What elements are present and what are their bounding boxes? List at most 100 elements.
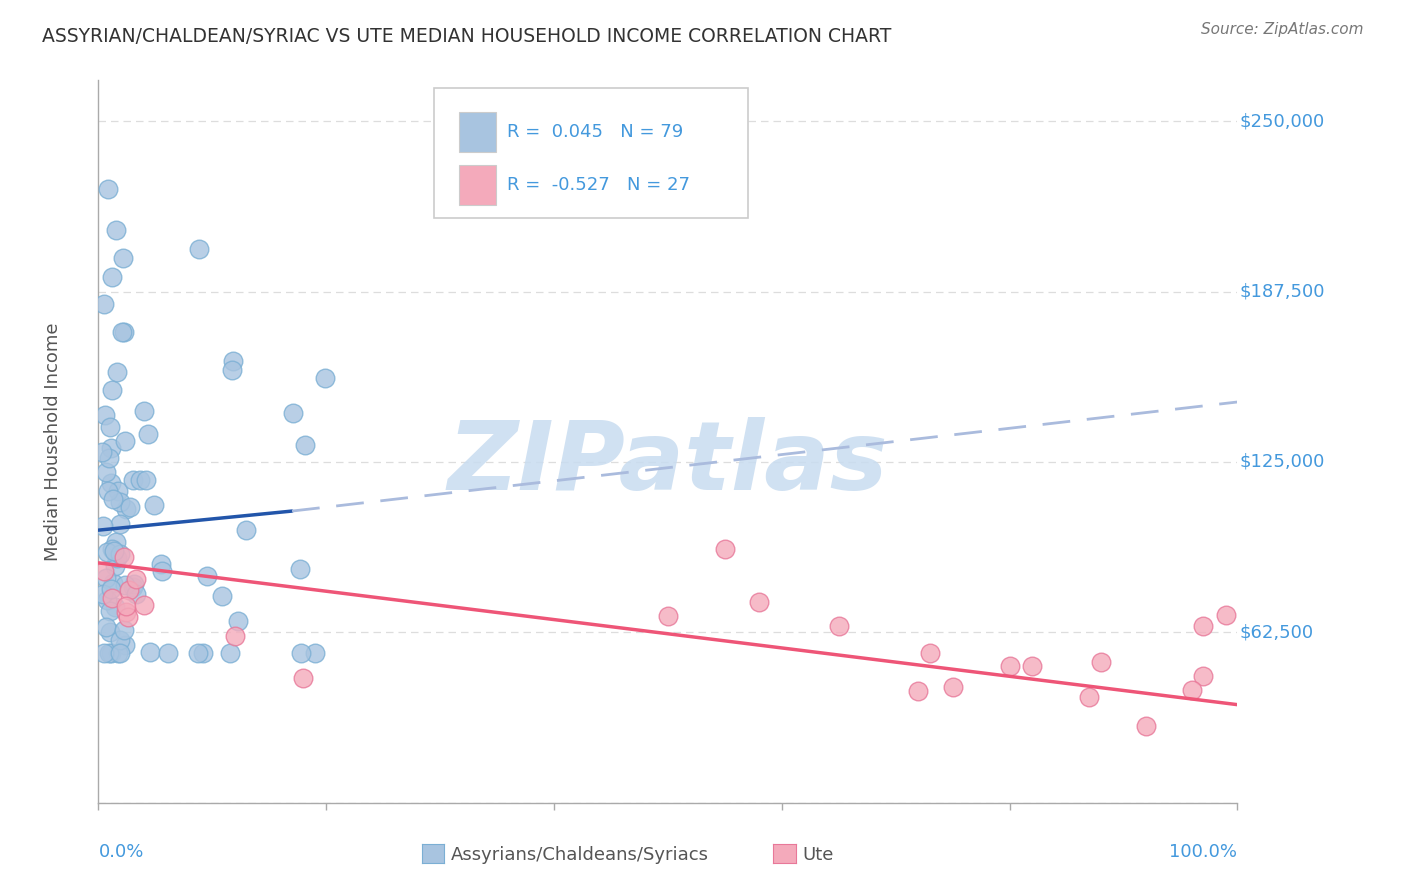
Point bbox=[91, 587, 114, 601]
Point bbox=[98, 624, 121, 639]
Point bbox=[96, 545, 118, 559]
Point bbox=[117, 610, 139, 624]
Point bbox=[97, 483, 120, 498]
Point bbox=[149, 557, 172, 571]
Point bbox=[1078, 690, 1101, 704]
Point bbox=[1181, 682, 1204, 697]
Text: $125,000: $125,000 bbox=[1240, 453, 1324, 471]
Point bbox=[187, 646, 209, 660]
Point bbox=[101, 269, 124, 284]
Point bbox=[114, 578, 136, 592]
Point bbox=[114, 599, 136, 614]
Point bbox=[657, 609, 679, 624]
Point bbox=[211, 589, 233, 603]
Point bbox=[104, 599, 127, 614]
Point bbox=[122, 580, 145, 594]
Text: R =  -0.527   N = 27: R = -0.527 N = 27 bbox=[508, 176, 690, 194]
Point bbox=[125, 572, 148, 586]
Point bbox=[998, 659, 1021, 673]
Point bbox=[142, 498, 165, 512]
Text: Source: ZipAtlas.com: Source: ZipAtlas.com bbox=[1201, 22, 1364, 37]
Point bbox=[104, 559, 127, 574]
Point bbox=[98, 604, 121, 618]
Point bbox=[1215, 607, 1237, 622]
Point bbox=[290, 562, 312, 576]
Point bbox=[150, 564, 173, 578]
Point bbox=[1090, 655, 1112, 669]
Point bbox=[139, 645, 162, 659]
Point bbox=[107, 483, 129, 498]
Point bbox=[94, 620, 117, 634]
FancyBboxPatch shape bbox=[434, 87, 748, 218]
Text: $187,500: $187,500 bbox=[1240, 283, 1324, 301]
Point bbox=[93, 297, 115, 311]
Point bbox=[828, 619, 851, 633]
Text: Assyrians/Chaldeans/Syriacs: Assyrians/Chaldeans/Syriacs bbox=[451, 846, 709, 863]
Point bbox=[235, 523, 257, 537]
Point bbox=[195, 568, 218, 582]
Text: R =  0.045   N = 79: R = 0.045 N = 79 bbox=[508, 123, 683, 141]
Point bbox=[94, 571, 117, 585]
Point bbox=[104, 535, 127, 549]
Point bbox=[101, 541, 124, 556]
Point bbox=[221, 363, 243, 377]
Point bbox=[290, 646, 312, 660]
Point bbox=[942, 680, 965, 694]
Point bbox=[294, 438, 316, 452]
Point bbox=[107, 646, 129, 660]
Point bbox=[125, 587, 148, 601]
Text: Ute: Ute bbox=[803, 846, 834, 863]
Point bbox=[96, 182, 118, 196]
Text: 0.0%: 0.0% bbox=[98, 843, 143, 861]
Point bbox=[226, 614, 249, 628]
Point bbox=[103, 543, 125, 558]
Point bbox=[218, 646, 240, 660]
Point bbox=[114, 502, 136, 516]
Text: ZIPatlas: ZIPatlas bbox=[447, 417, 889, 509]
Point bbox=[103, 492, 125, 507]
Point bbox=[104, 223, 127, 237]
Point bbox=[132, 598, 155, 612]
Point bbox=[114, 434, 136, 448]
Point bbox=[281, 406, 304, 420]
Point bbox=[122, 576, 145, 591]
Point bbox=[101, 383, 124, 397]
Point bbox=[100, 476, 122, 491]
Point bbox=[222, 354, 245, 368]
Point bbox=[93, 564, 115, 578]
Text: ASSYRIAN/CHALDEAN/SYRIAC VS UTE MEDIAN HOUSEHOLD INCOME CORRELATION CHART: ASSYRIAN/CHALDEAN/SYRIAC VS UTE MEDIAN H… bbox=[42, 27, 891, 45]
Point bbox=[748, 594, 770, 608]
Point bbox=[132, 403, 155, 417]
Point bbox=[108, 646, 131, 660]
Point bbox=[118, 500, 141, 515]
Point bbox=[1192, 669, 1215, 683]
Point bbox=[304, 646, 326, 660]
Point bbox=[907, 684, 929, 698]
Point bbox=[1021, 659, 1043, 673]
Point bbox=[110, 494, 132, 508]
Text: $62,500: $62,500 bbox=[1240, 624, 1313, 641]
Point bbox=[108, 547, 131, 561]
Point bbox=[91, 519, 114, 533]
Point bbox=[97, 646, 120, 660]
Point bbox=[90, 444, 112, 458]
Point bbox=[101, 591, 124, 606]
Point bbox=[122, 473, 145, 487]
Point bbox=[135, 473, 157, 487]
Text: 100.0%: 100.0% bbox=[1170, 843, 1237, 861]
Point bbox=[96, 465, 118, 479]
Point bbox=[714, 542, 737, 557]
Point bbox=[100, 582, 122, 596]
Point bbox=[1135, 719, 1157, 733]
Point bbox=[118, 583, 141, 598]
Point bbox=[97, 451, 120, 466]
Point bbox=[105, 550, 128, 565]
Text: $250,000: $250,000 bbox=[1240, 112, 1324, 130]
Point bbox=[188, 242, 211, 256]
Point bbox=[224, 629, 246, 643]
Point bbox=[191, 646, 214, 660]
Point bbox=[157, 646, 180, 660]
Point bbox=[100, 441, 122, 455]
Point bbox=[918, 646, 941, 660]
Point bbox=[129, 474, 152, 488]
